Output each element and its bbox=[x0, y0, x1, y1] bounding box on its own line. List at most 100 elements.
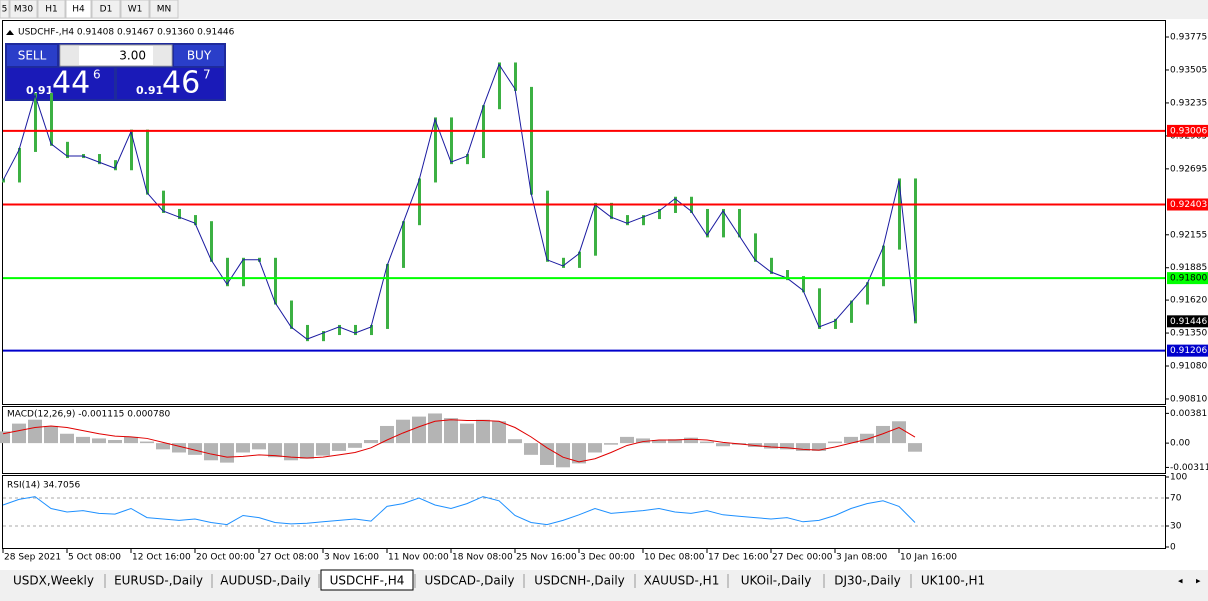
price-bar bbox=[322, 331, 325, 342]
price-bar bbox=[578, 251, 581, 268]
price-bar bbox=[530, 86, 533, 195]
sell-button[interactable] bbox=[7, 45, 57, 66]
collapse-arrow[interactable] bbox=[6, 30, 14, 35]
macd-bar bbox=[268, 443, 282, 458]
macd-bar bbox=[700, 441, 714, 444]
timeframe-button[interactable] bbox=[37, 0, 66, 19]
macd-bar bbox=[876, 425, 890, 444]
buy-price-box[interactable] bbox=[117, 68, 224, 99]
buy-price-point: 7 bbox=[203, 68, 211, 82]
macd-bar bbox=[492, 421, 506, 444]
chart-tab[interactable] bbox=[214, 572, 317, 592]
price-bar bbox=[306, 324, 309, 342]
tab-label: USDCHF-,H4 bbox=[330, 574, 405, 588]
price-bar bbox=[162, 190, 165, 213]
chart-tab[interactable] bbox=[526, 572, 633, 592]
chart-tab[interactable] bbox=[320, 569, 414, 591]
x-tick-label: 11 Nov 00:00 bbox=[388, 553, 449, 563]
price-bar bbox=[18, 147, 21, 183]
timeframe-button[interactable] bbox=[65, 0, 92, 19]
price-bar bbox=[34, 93, 37, 152]
price-bar bbox=[514, 62, 517, 91]
chart-tab[interactable] bbox=[637, 572, 726, 592]
timeframe-toolbar bbox=[0, 0, 1208, 19]
y-tick-label: 30 bbox=[1170, 522, 1182, 532]
price-bar bbox=[594, 202, 597, 256]
sell-price-box[interactable] bbox=[7, 68, 114, 99]
current-price-label: 0.91446 bbox=[1170, 317, 1207, 327]
chart-tab[interactable] bbox=[107, 572, 210, 592]
scroll-left[interactable]: ◂ bbox=[1178, 577, 1183, 587]
price-bar bbox=[898, 178, 901, 250]
y-tick-label: 0 bbox=[1170, 543, 1176, 553]
buy-price-big: 0.91 bbox=[136, 84, 163, 97]
buy-button[interactable] bbox=[174, 45, 224, 66]
level-label: 0.92403 bbox=[1170, 200, 1207, 210]
chart-tab[interactable] bbox=[4, 572, 103, 592]
y-tick-label: 0.93775 bbox=[1170, 33, 1207, 43]
macd-bar bbox=[828, 441, 842, 444]
chart-tab[interactable] bbox=[826, 572, 909, 592]
macd-bar bbox=[220, 443, 234, 463]
x-tick-label: 5 Oct 08:00 bbox=[68, 553, 121, 563]
level-label: 0.91800 bbox=[1170, 274, 1207, 284]
timeframe-button[interactable] bbox=[9, 0, 38, 19]
price-bar bbox=[418, 178, 421, 226]
sell-price-point: 6 bbox=[93, 68, 101, 82]
macd-bar bbox=[364, 440, 378, 444]
macd-bar bbox=[60, 433, 74, 444]
macd-bar bbox=[284, 443, 298, 461]
macd-bar bbox=[172, 443, 186, 453]
x-tick-label: 20 Oct 00:00 bbox=[196, 553, 255, 563]
price-bar bbox=[562, 257, 565, 268]
trade-panel: SELL 3.00 BUY 0.91 44 6 0.91 46 7 bbox=[5, 43, 226, 101]
buy-label: BUY bbox=[187, 49, 212, 63]
price-bar bbox=[226, 257, 229, 287]
price-bar bbox=[658, 208, 661, 220]
price-bar bbox=[866, 282, 869, 305]
lot-input[interactable] bbox=[59, 44, 173, 67]
chart-tab[interactable] bbox=[913, 572, 993, 592]
tab-label: UKOil-,Daily bbox=[741, 574, 812, 588]
price-panel-frame bbox=[2, 20, 1166, 405]
price-line bbox=[2, 63, 916, 340]
macd-bar bbox=[588, 443, 602, 453]
timeframe-button[interactable] bbox=[0, 0, 10, 19]
lot-up[interactable] bbox=[153, 46, 171, 65]
sell-price-big: 0.91 bbox=[26, 84, 53, 97]
macd-bar bbox=[860, 433, 874, 444]
macd-signal bbox=[2, 419, 916, 463]
current-price-bg bbox=[1167, 315, 1208, 328]
chart-tab[interactable] bbox=[417, 572, 522, 592]
timeframe-button[interactable] bbox=[91, 0, 121, 19]
price-bar bbox=[818, 288, 821, 329]
macd-bar bbox=[812, 443, 826, 451]
macd-bar bbox=[300, 443, 314, 459]
macd-bar bbox=[668, 439, 682, 444]
macd-bar bbox=[188, 443, 202, 455]
macd-bar bbox=[44, 425, 58, 444]
x-tick-label: 28 Sep 2021 bbox=[4, 553, 61, 563]
y-tick-label: -0.003115 bbox=[1170, 463, 1208, 473]
price-bar bbox=[210, 221, 213, 262]
macd-bar bbox=[28, 419, 42, 444]
x-tick-label: 10 Dec 08:00 bbox=[644, 553, 705, 563]
macd-bar bbox=[0, 431, 10, 444]
sell-price-pips: 44 bbox=[52, 66, 90, 101]
macd-bar bbox=[156, 443, 170, 450]
price-bar bbox=[434, 117, 437, 183]
y-tick-label: 0.91350 bbox=[1170, 329, 1207, 339]
x-tick-label: 27 Dec 00:00 bbox=[772, 553, 833, 563]
macd-bar bbox=[396, 419, 410, 444]
price-bar bbox=[50, 93, 53, 146]
macd-bar bbox=[76, 436, 90, 444]
timeframe-button[interactable] bbox=[149, 0, 179, 19]
timeframe-button[interactable] bbox=[120, 0, 150, 19]
scroll-right[interactable]: ▸ bbox=[1196, 577, 1201, 587]
lot-down[interactable] bbox=[61, 46, 79, 65]
timeframe-label: H4 bbox=[72, 5, 85, 15]
chart-tab[interactable] bbox=[730, 572, 822, 592]
x-tick-label: 18 Nov 08:00 bbox=[452, 553, 513, 563]
price-bar bbox=[498, 62, 501, 110]
macd-bar bbox=[460, 423, 474, 444]
